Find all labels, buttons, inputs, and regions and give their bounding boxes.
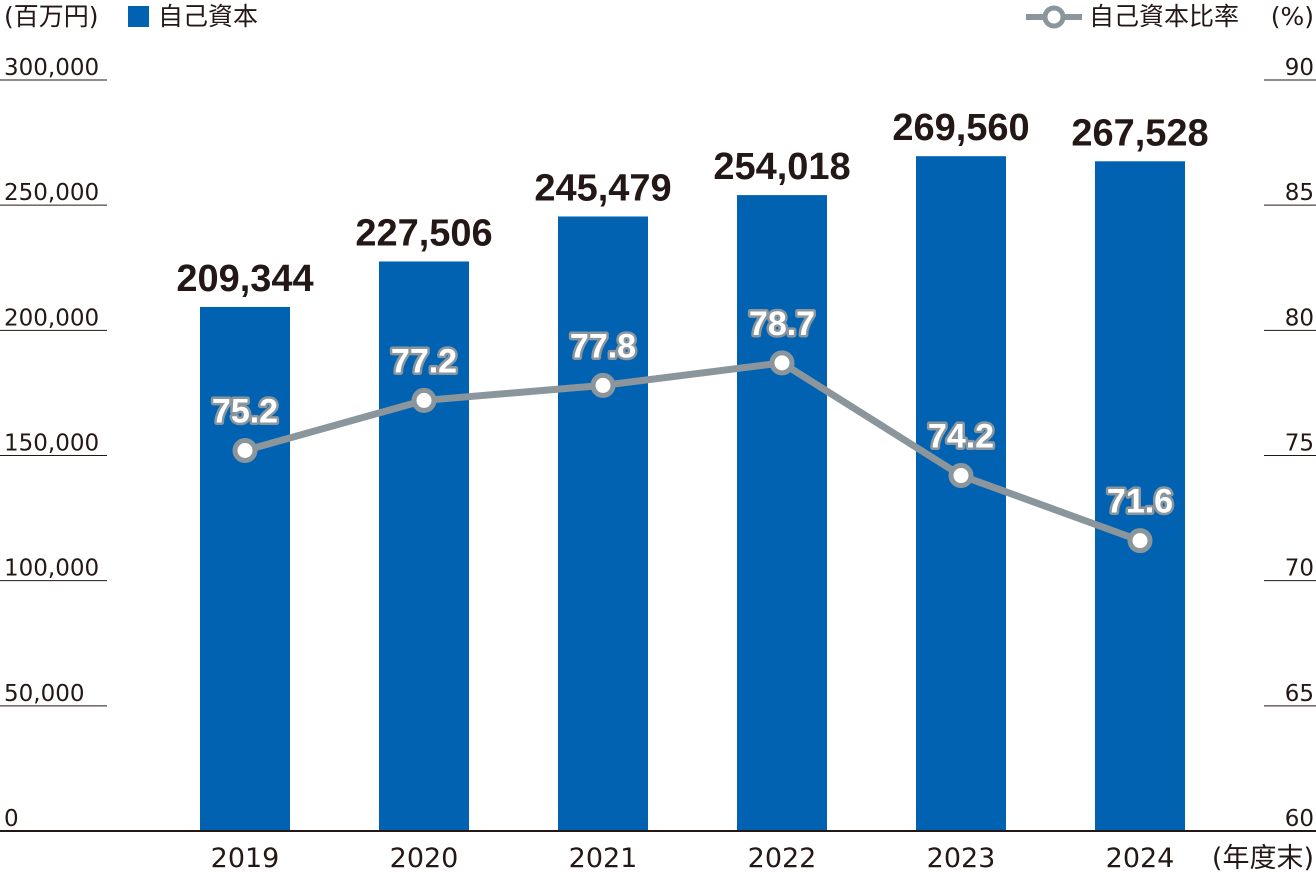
x-tick-label: 2022	[748, 843, 817, 872]
bar-value-label: 269,560	[892, 107, 1029, 149]
ratio-value-label: 74.2	[928, 418, 994, 456]
bar-value-label: 209,344	[176, 258, 313, 300]
left-tick-label: 250,000	[4, 180, 99, 206]
bar-value-label: 245,479	[534, 167, 671, 209]
bar	[1095, 161, 1185, 832]
bar	[558, 216, 648, 831]
x-tick-label: 2023	[927, 843, 996, 872]
ratio-line	[244, 359, 1142, 544]
bar-value-label: 254,018	[713, 146, 850, 188]
ratio-marker	[948, 463, 974, 489]
right-tick-label: 60	[1285, 806, 1314, 832]
bar	[916, 156, 1006, 831]
ratio-marker	[1127, 528, 1153, 554]
legend-bar-label: 自己資本	[158, 2, 258, 31]
ratio-line-series: 75.2 77.2 77.8 78.7 74.2 71.6	[209, 302, 1176, 554]
left-tick-label: 200,000	[4, 305, 99, 331]
ratio-value-label: 77.2	[391, 342, 457, 380]
left-tick-label: 0	[4, 806, 19, 832]
bar	[379, 261, 469, 831]
right-tick-label: 80	[1285, 305, 1314, 331]
ratio-marker	[769, 350, 795, 376]
right-tick-label: 75	[1285, 431, 1314, 457]
ratio-value-label: 78.7	[749, 305, 815, 343]
bar-series: 209,344 227,506 245,479 254,018 269,560 267,5…	[176, 107, 1209, 832]
right-axis-ticks: 60 65 70 75 80 85 90	[1264, 55, 1316, 832]
ratio-marker	[590, 372, 616, 398]
left-tick-label: 300,000	[4, 55, 99, 81]
bar-value-label: 267,528	[1071, 112, 1208, 154]
right-tick-label: 70	[1285, 556, 1314, 582]
ratio-value-label: 77.8	[570, 327, 636, 365]
x-axis-unit: (年度末)	[1212, 843, 1314, 872]
legend-bar-swatch	[128, 6, 149, 27]
left-tick-label: 50,000	[4, 681, 84, 707]
right-tick-label: 90	[1285, 55, 1314, 81]
left-tick-label: 100,000	[4, 556, 99, 582]
bar	[737, 195, 827, 831]
ratio-value-label: 75.2	[212, 392, 278, 430]
left-tick-label: 150,000	[4, 431, 99, 457]
left-axis-ticks: 0 50,000 100,000 150,000 200,000 250,000 300,0…	[0, 55, 107, 832]
x-tick-label: 2019	[211, 843, 280, 872]
left-axis-unit: (百万円)	[4, 2, 99, 31]
ratio-marker	[411, 387, 437, 413]
bar-value-label: 227,506	[355, 212, 492, 254]
right-axis-unit: (%)	[1271, 2, 1314, 31]
legend-line-label: 自己資本比率	[1089, 2, 1239, 31]
x-tick-label: 2024	[1106, 843, 1175, 872]
legend-line-marker	[1042, 5, 1066, 29]
bar	[200, 306, 290, 831]
right-tick-label: 85	[1285, 180, 1314, 206]
ratio-value-label: 71.6	[1107, 483, 1173, 521]
x-tick-label: 2021	[569, 843, 638, 872]
x-axis-ticks: 2019 2020 2021 2022 2023 2024	[211, 843, 1175, 872]
x-tick-label: 2020	[390, 843, 459, 872]
right-tick-label: 65	[1285, 681, 1314, 707]
ratio-marker	[232, 437, 258, 463]
